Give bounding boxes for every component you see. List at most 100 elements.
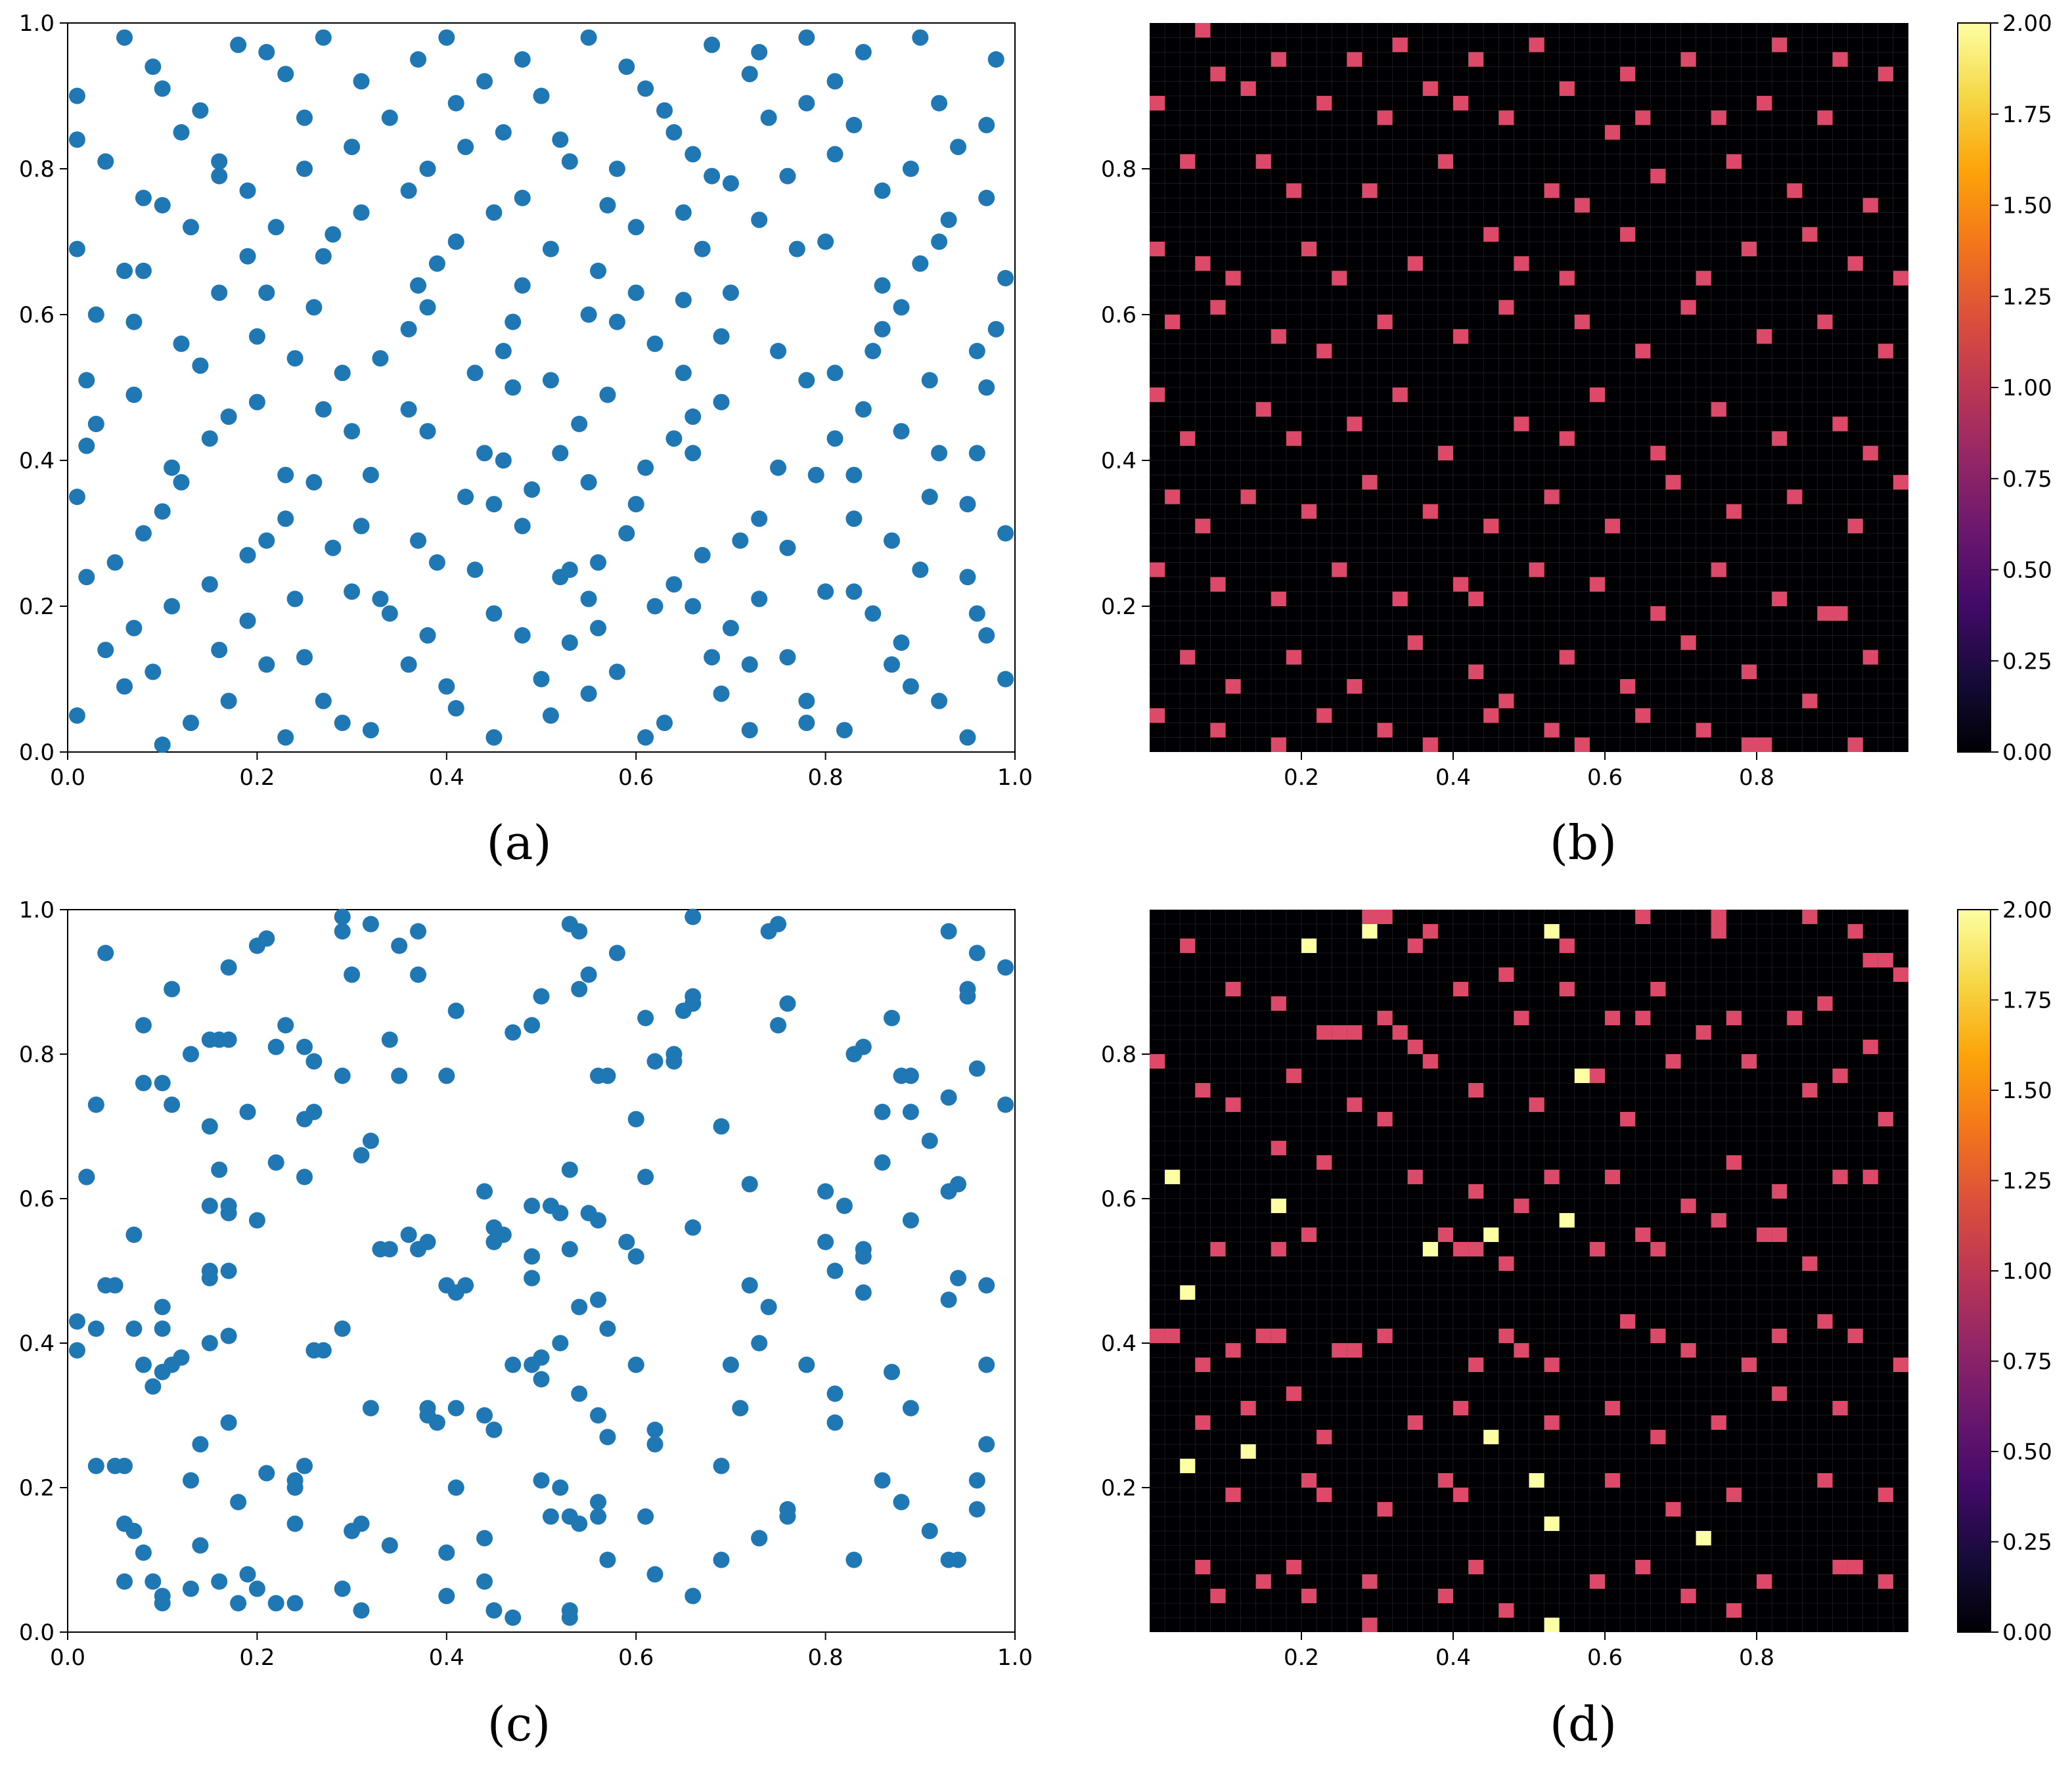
scatter-point (400, 321, 417, 338)
scatter-point (646, 1053, 664, 1070)
scatter-point (220, 1205, 237, 1222)
scatter-point (912, 29, 929, 46)
heatmap-cell (1605, 125, 1621, 140)
scatter-point (608, 313, 625, 330)
scatter-point (713, 328, 730, 345)
scatter-point (410, 51, 426, 68)
heatmap-cell (1468, 664, 1484, 679)
scatter-point (552, 1205, 569, 1222)
scatter-point (239, 1566, 256, 1583)
heatmap-cell (1422, 504, 1438, 519)
scatter-point (183, 219, 199, 236)
y-tick-label: 0.2 (19, 594, 55, 620)
scatter-point (637, 459, 654, 476)
heatmap-cell (1635, 1560, 1651, 1574)
scatter-point (447, 1002, 464, 1019)
scatter-point (826, 1414, 844, 1431)
scatter-point (201, 1118, 218, 1135)
heatmap-cell (1301, 1589, 1317, 1603)
y-tick-label: 0.6 (1101, 1186, 1137, 1212)
scatter-point (893, 299, 910, 316)
scatter-point (931, 445, 948, 462)
heatmap-cell (1696, 1025, 1711, 1040)
scatter-point (978, 1277, 995, 1294)
scatter-point (296, 109, 313, 126)
scatter-point (542, 1508, 559, 1525)
heatmap-cell (1559, 939, 1575, 953)
scatter-point (87, 1096, 104, 1113)
scatter-point (315, 248, 332, 265)
heatmap-cell (1195, 23, 1211, 38)
colorbar-tick-label: 0.50 (2002, 1439, 2052, 1465)
scatter-point (997, 959, 1014, 976)
x-tick-label: 0.4 (429, 1645, 464, 1671)
scatter-point (902, 160, 919, 177)
heatmap-cell (1483, 227, 1499, 242)
scatter-point (599, 1429, 616, 1446)
heatmap-cell (1514, 1199, 1529, 1213)
heatmap-cell (1650, 606, 1666, 621)
scatter-point (561, 1241, 578, 1258)
heatmap-cell (1453, 1401, 1469, 1415)
heatmap-cell (1255, 1574, 1271, 1589)
heatmap-cell (1514, 1343, 1529, 1358)
scatter-point (524, 1017, 541, 1034)
heatmap-cell (1407, 939, 1423, 953)
heatmap-cell (1574, 737, 1590, 752)
heatmap-cell (1665, 1054, 1681, 1069)
scatter-point (495, 343, 512, 359)
heatmap-cell (1817, 1314, 1833, 1329)
colorbar-tick-label: 1.50 (2002, 193, 2052, 219)
heatmap-cell (1514, 416, 1529, 432)
scatter-point (495, 124, 512, 141)
scatter-point (685, 1219, 702, 1236)
heatmap-cell (1802, 910, 1818, 924)
scatter-point (353, 1515, 370, 1532)
heatmap-cell (1817, 110, 1833, 125)
scatter-point (826, 1385, 844, 1402)
scatter-point (438, 29, 455, 46)
scatter-point (685, 598, 702, 615)
heatmap-cell (1635, 110, 1651, 125)
heatmap-cell (1407, 635, 1423, 650)
scatter-point (646, 1566, 664, 1583)
scatter-point (561, 1602, 578, 1619)
heatmap-cell (1437, 445, 1453, 460)
scatter-point (400, 656, 417, 673)
scatter-point (921, 489, 938, 505)
scatter-point (362, 1132, 379, 1149)
heatmap-cell (1225, 982, 1241, 996)
scatter-point (770, 916, 786, 933)
scatter-point (817, 583, 834, 600)
panel-label-c: (c) (487, 1696, 551, 1752)
heatmap-cell (1240, 1444, 1256, 1459)
heatmap-cell (1301, 242, 1317, 257)
heatmap-cell (1225, 271, 1241, 286)
heatmap-cell (1544, 489, 1560, 504)
scatter-point (125, 313, 143, 330)
scatter-point (921, 372, 938, 389)
colorbar-tick-label: 2.00 (2002, 11, 2052, 37)
scatter-point (258, 532, 275, 549)
scatter-point (704, 649, 721, 666)
scatter-point (580, 29, 597, 46)
scatter-point (760, 1298, 777, 1316)
scatter-point (239, 612, 256, 629)
scatter-point (665, 576, 683, 593)
heatmap-cell (1150, 1054, 1165, 1069)
scatter-point (987, 51, 1004, 68)
scatter-point (267, 1154, 284, 1171)
scatter-point (258, 1465, 275, 1482)
scatter-point (940, 1089, 957, 1106)
scatter-point (334, 923, 351, 940)
scatter-point (362, 466, 379, 483)
heatmap-cell (1878, 343, 1893, 359)
heatmap-cell (1635, 1011, 1651, 1025)
scatter-point (590, 619, 606, 636)
x-tick-label: 0.2 (1284, 1645, 1319, 1671)
scatter-point (277, 729, 294, 746)
scatter-point (533, 988, 550, 1005)
scatter-point (713, 1118, 730, 1135)
heatmap-cell (1726, 154, 1742, 169)
heatmap-cell (1605, 1170, 1621, 1184)
